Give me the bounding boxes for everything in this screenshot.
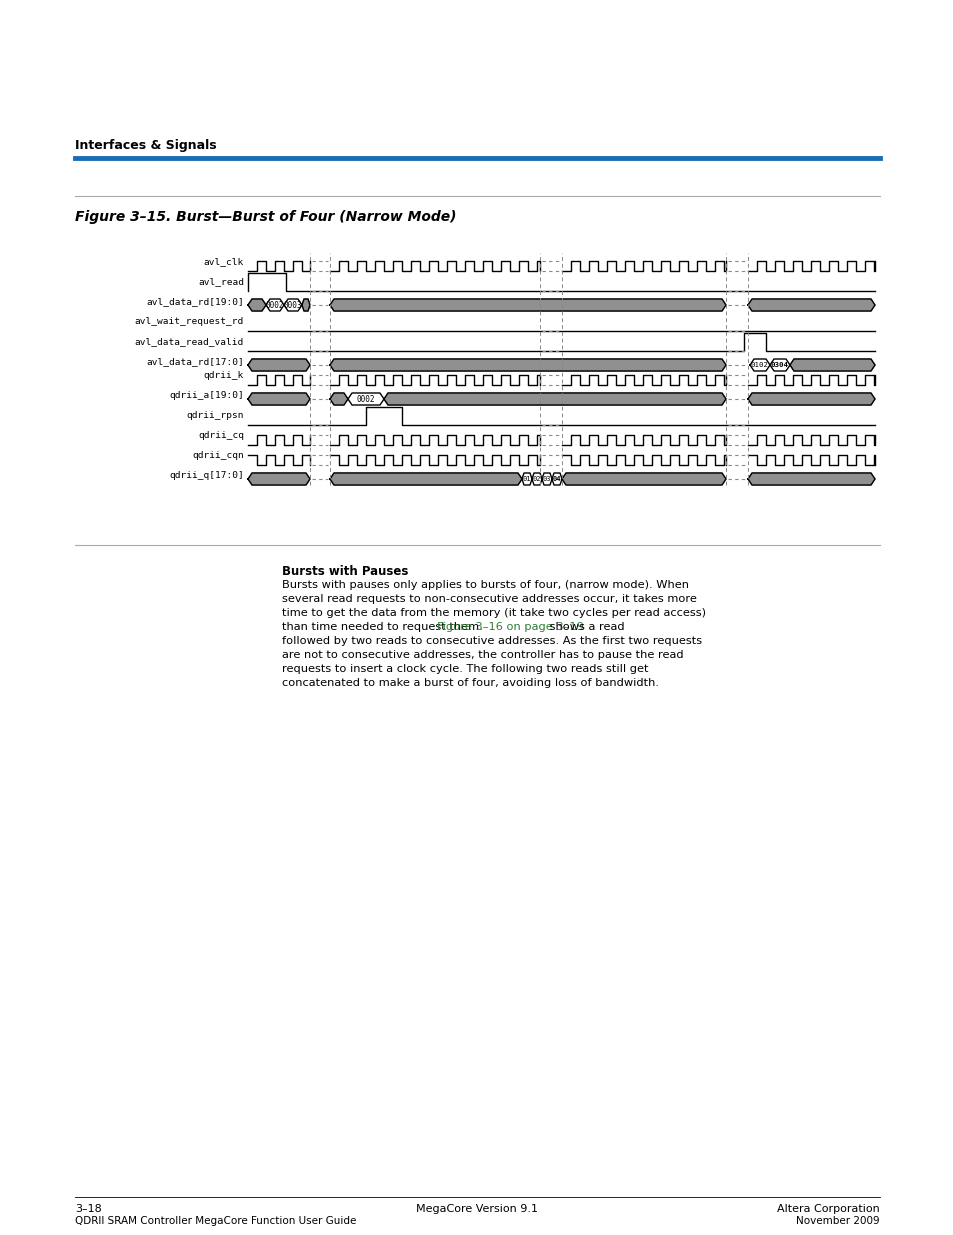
Text: qdrii_cqn: qdrii_cqn [193, 452, 244, 461]
Text: requests to insert a clock cycle. The following two reads still get: requests to insert a clock cycle. The fo… [282, 664, 648, 674]
Text: November 2009: November 2009 [796, 1216, 879, 1226]
Polygon shape [302, 299, 310, 311]
Polygon shape [248, 359, 310, 370]
Text: qdrii_q[17:0]: qdrii_q[17:0] [169, 472, 244, 480]
Polygon shape [561, 473, 725, 485]
Text: 0003: 0003 [283, 300, 302, 310]
Text: qdrii_a[19:0]: qdrii_a[19:0] [169, 391, 244, 400]
Polygon shape [541, 473, 552, 485]
Polygon shape [248, 473, 310, 485]
Text: Figure 3–15. Burst—Burst of Four (Narrow Mode): Figure 3–15. Burst—Burst of Four (Narrow… [75, 210, 456, 224]
Polygon shape [789, 359, 874, 370]
Text: QDRII SRAM Controller MegaCore Function User Guide: QDRII SRAM Controller MegaCore Function … [75, 1216, 356, 1226]
Text: 02: 02 [532, 475, 540, 482]
Text: 03: 03 [542, 475, 551, 482]
Text: avl_wait_request_rd: avl_wait_request_rd [134, 317, 244, 326]
Text: 0102: 0102 [750, 362, 768, 368]
Text: avl_read: avl_read [198, 278, 244, 287]
Text: Interfaces & Signals: Interfaces & Signals [75, 140, 216, 152]
Text: 0002: 0002 [356, 394, 375, 404]
Polygon shape [769, 359, 789, 370]
Polygon shape [747, 299, 874, 311]
Text: avl_clk: avl_clk [204, 258, 244, 267]
Text: Bursts with Pauses: Bursts with Pauses [282, 564, 408, 578]
Text: avl_data_read_valid: avl_data_read_valid [134, 337, 244, 347]
Polygon shape [521, 473, 532, 485]
Polygon shape [330, 473, 521, 485]
Polygon shape [384, 393, 725, 405]
Text: time to get the data from the memory (it take two cycles per read access): time to get the data from the memory (it… [282, 608, 705, 618]
Polygon shape [532, 473, 541, 485]
Polygon shape [284, 299, 302, 311]
Polygon shape [330, 359, 725, 370]
Text: followed by two reads to consecutive addresses. As the first two requests: followed by two reads to consecutive add… [282, 636, 701, 646]
Text: qdrii_k: qdrii_k [204, 372, 244, 380]
Text: 04: 04 [552, 475, 560, 482]
Text: Figure 3–16 on page 3–19: Figure 3–16 on page 3–19 [436, 622, 583, 632]
Polygon shape [248, 393, 310, 405]
Text: avl_data_rd[17:0]: avl_data_rd[17:0] [146, 357, 244, 367]
Polygon shape [330, 393, 348, 405]
Text: qdrii_rpsn: qdrii_rpsn [186, 411, 244, 420]
Text: qdrii_cq: qdrii_cq [198, 431, 244, 441]
Polygon shape [749, 359, 769, 370]
Text: concatenated to make a burst of four, avoiding loss of bandwidth.: concatenated to make a burst of four, av… [282, 678, 659, 688]
Polygon shape [348, 393, 384, 405]
Polygon shape [266, 299, 284, 311]
Polygon shape [330, 299, 725, 311]
Text: Altera Corporation: Altera Corporation [777, 1204, 879, 1214]
Text: MegaCore Version 9.1: MegaCore Version 9.1 [416, 1204, 537, 1214]
Text: shows a read: shows a read [545, 622, 624, 632]
Text: avl_data_rd[19:0]: avl_data_rd[19:0] [146, 298, 244, 306]
Polygon shape [747, 393, 874, 405]
Text: several read requests to non-consecutive addresses occur, it takes more: several read requests to non-consecutive… [282, 594, 696, 604]
Polygon shape [747, 473, 874, 485]
Text: Bursts with pauses only applies to bursts of four, (narrow mode). When: Bursts with pauses only applies to burst… [282, 580, 688, 590]
Text: 3–18: 3–18 [75, 1204, 102, 1214]
Text: 0304: 0304 [770, 362, 788, 368]
Text: than time needed to request them.: than time needed to request them. [282, 622, 486, 632]
Polygon shape [248, 299, 266, 311]
Polygon shape [552, 473, 561, 485]
Text: 01: 01 [522, 475, 531, 482]
Text: are not to consecutive addresses, the controller has to pause the read: are not to consecutive addresses, the co… [282, 650, 683, 659]
Text: 0002: 0002 [266, 300, 284, 310]
